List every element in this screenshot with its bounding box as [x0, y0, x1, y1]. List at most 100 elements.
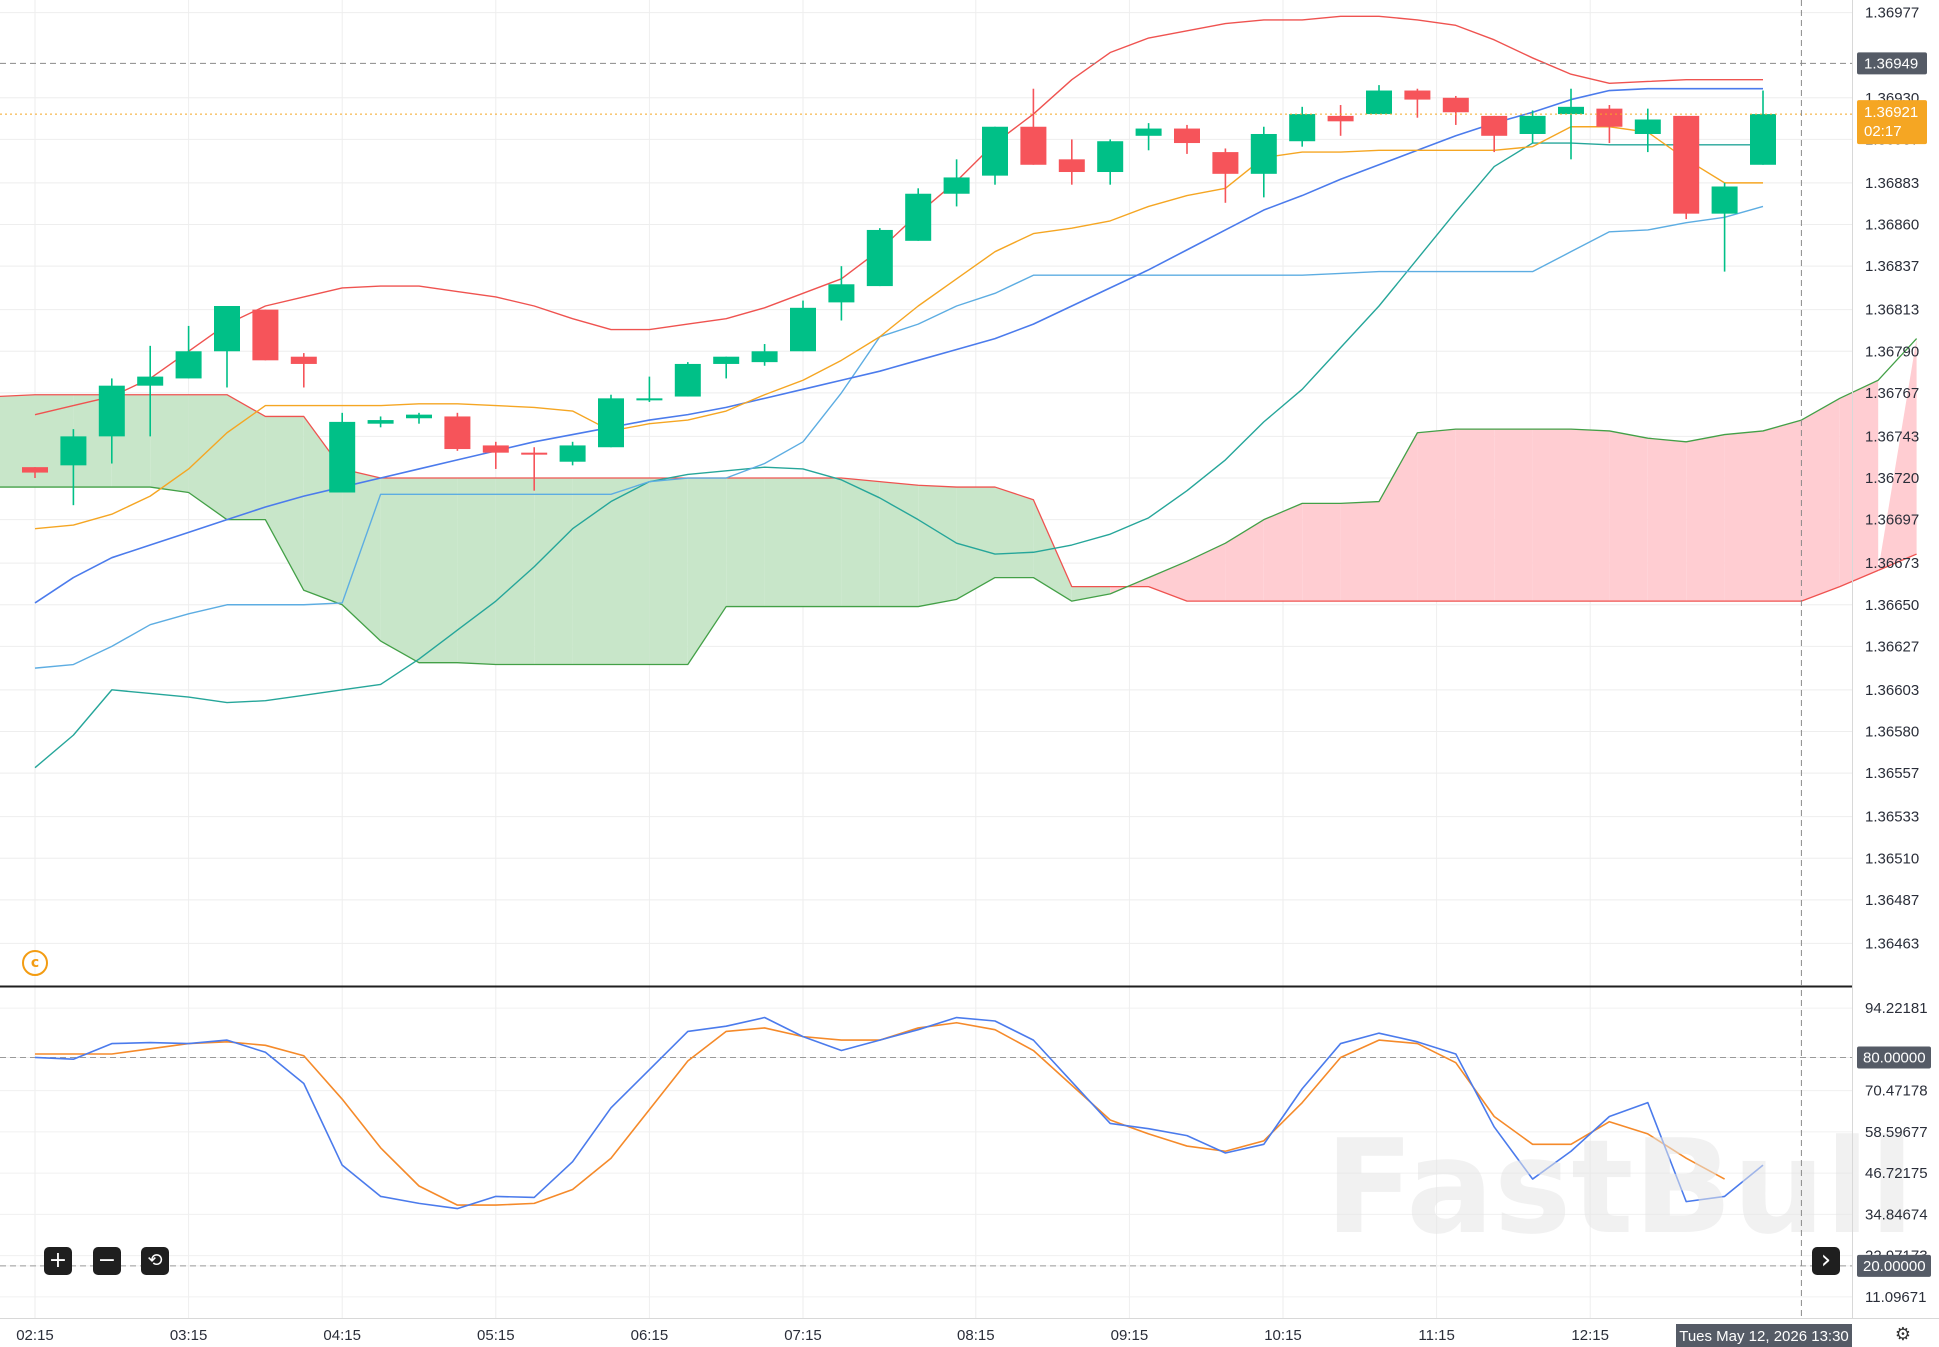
- time-tick-label: 11:15: [1418, 1327, 1454, 1344]
- cloud-segment: [1379, 432, 1418, 602]
- price-tick-label: 1.36650: [1865, 597, 1919, 614]
- price-tick-label: 1.36673: [1865, 555, 1919, 572]
- candle-down: [22, 467, 48, 473]
- time-tick-label: 03:15: [170, 1327, 208, 1344]
- candle-up: [137, 376, 164, 386]
- cloud-segment: [1724, 430, 1763, 602]
- bollinger-middle-line: [34, 87, 1763, 604]
- candle-up: [98, 385, 125, 437]
- candle-up: [636, 398, 663, 401]
- candle-down: [1058, 159, 1085, 173]
- scroll-right-button[interactable]: ›: [1812, 1247, 1840, 1275]
- time-tick-label: 04:15: [323, 1327, 361, 1344]
- cloud-segment: [380, 478, 419, 663]
- cloud-segment: [1071, 586, 1111, 602]
- cloud-segment: [188, 394, 227, 520]
- price-tick-label: 1.36557: [1865, 765, 1919, 782]
- candle-down: [1212, 152, 1239, 174]
- price-tick-label: 1.36533: [1865, 809, 1919, 826]
- cloud-segment: [1225, 519, 1264, 602]
- overlay: [0, 0, 1852, 1318]
- cloud-segment: [764, 478, 803, 607]
- cloud-segment: [956, 487, 995, 600]
- candle-up: [329, 421, 356, 493]
- candle-down: [1673, 115, 1700, 214]
- cloud-segment: [1302, 503, 1341, 602]
- price-tick-label: 1.36580: [1865, 724, 1919, 741]
- cloud-segment: [1148, 561, 1187, 602]
- price-tick-label: 1.36487: [1865, 892, 1919, 909]
- cloud-segment: [265, 416, 304, 591]
- cloud-segment: [611, 478, 650, 665]
- cloud-segment: [1110, 577, 1149, 594]
- candle-up: [1289, 114, 1316, 142]
- cloud-segment: [918, 485, 957, 607]
- settings-gear-icon[interactable]: ⚙: [1894, 1324, 1912, 1345]
- candle-down: [1327, 115, 1354, 122]
- cloud-segment: [879, 481, 919, 607]
- candle-up: [866, 229, 893, 287]
- lagging-line: [34, 142, 1763, 769]
- candle-up: [1634, 119, 1661, 134]
- candle-up: [943, 177, 970, 194]
- zoom-out-button[interactable]: −: [93, 1247, 121, 1275]
- candle-down: [290, 356, 317, 364]
- oscillator-level-tag: [1857, 1254, 1931, 1277]
- oscillator-level-tag: [1857, 1046, 1931, 1069]
- price-tick-label: 1.36463: [1865, 935, 1919, 952]
- cloud-segment: [1686, 434, 1725, 602]
- candle-up: [751, 351, 778, 363]
- price-tick-label: 1.36837: [1865, 258, 1919, 275]
- cloud-segment: [572, 478, 611, 665]
- moving-average-line: [34, 126, 1763, 530]
- time-tick-label: 02:15: [16, 1327, 54, 1344]
- cloud-segment: [803, 478, 842, 607]
- time-tick-label: 07:15: [784, 1327, 822, 1344]
- last-price-label: 1.36921: [1864, 104, 1918, 121]
- cloud-segment: [726, 478, 765, 607]
- price-tick-label: 1.36743: [1865, 428, 1919, 445]
- candle-down: [444, 416, 471, 450]
- span-a-extension: [1877, 553, 1917, 571]
- candle-up: [828, 284, 855, 303]
- span-a-line: [0, 394, 1879, 602]
- reset-button[interactable]: ⟲: [141, 1247, 169, 1275]
- candle-up: [406, 414, 432, 419]
- time-tick-label: 09:15: [1111, 1327, 1149, 1344]
- cloud-segment: [534, 478, 573, 665]
- candle-down: [1174, 128, 1200, 144]
- candle-up: [60, 436, 87, 466]
- cloud-segment: [995, 487, 1034, 578]
- zoom-in-button[interactable]: +: [44, 1247, 72, 1275]
- candle-up: [1250, 133, 1277, 174]
- candle-up: [559, 445, 586, 462]
- candle-down: [521, 452, 548, 455]
- oscillator-k-line: [34, 1016, 1764, 1210]
- oscillator-level-label: 80.00000: [1863, 1049, 1926, 1066]
- candle-up: [214, 306, 240, 352]
- ichimoku-cloud: [0, 338, 1917, 665]
- oscillator-tick-label: 70.47178: [1865, 1083, 1928, 1100]
- candle-up: [1097, 141, 1124, 173]
- candle-up: [713, 356, 740, 364]
- candle-down: [1020, 126, 1047, 165]
- countdown-label: 02:17: [1864, 123, 1902, 140]
- candle-up: [598, 398, 624, 448]
- cloud-segment: [1763, 420, 1802, 602]
- watermark: FastBull: [1325, 1111, 1914, 1263]
- cloud-segment: [1571, 429, 1610, 602]
- oscillator-tick-label: 94.22181: [1865, 1000, 1928, 1017]
- candle-up: [982, 126, 1008, 176]
- price-tick-label: 1.36813: [1865, 302, 1919, 319]
- cloud-segment: [687, 478, 727, 665]
- price-tick-label: 1.36790: [1865, 343, 1919, 360]
- oscillator-tick-label: 34.84674: [1865, 1206, 1928, 1223]
- candle-down: [482, 445, 509, 453]
- candles: [22, 85, 1776, 506]
- oscillator-panel: FastBull: [0, 1016, 1914, 1267]
- oscillator-tick-label: 11.09671: [1865, 1289, 1926, 1306]
- oscillator-tick-label: 46.72175: [1865, 1165, 1928, 1182]
- cloud-segment: [1455, 429, 1495, 602]
- price-tick-label: 1.36603: [1865, 682, 1919, 699]
